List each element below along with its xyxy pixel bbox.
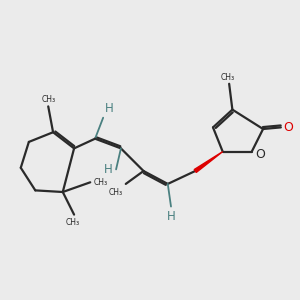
Text: CH₃: CH₃ <box>94 178 108 187</box>
Polygon shape <box>194 152 223 172</box>
Text: O: O <box>255 148 265 161</box>
Text: CH₃: CH₃ <box>108 188 122 197</box>
Text: CH₃: CH₃ <box>65 218 80 227</box>
Text: H: H <box>103 163 112 176</box>
Text: CH₃: CH₃ <box>41 95 55 104</box>
Text: H: H <box>167 210 176 223</box>
Text: O: O <box>283 121 293 134</box>
Text: H: H <box>105 102 113 115</box>
Text: CH₃: CH₃ <box>220 73 235 82</box>
